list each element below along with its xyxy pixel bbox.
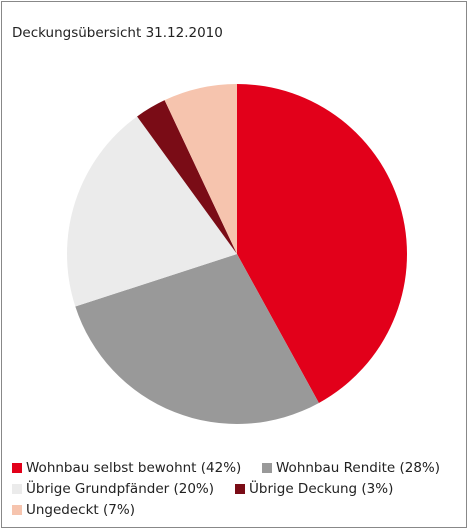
legend-swatch <box>262 463 272 473</box>
legend-label: Übrige Grundpfänder (20%) <box>26 479 214 497</box>
legend-label: Wohnbau Rendite (28%) <box>276 460 440 476</box>
legend-swatch <box>12 463 22 473</box>
legend-label: Ungedeckt (7%) <box>26 502 135 518</box>
chart-title: Deckungsübersicht 31.12.2010 <box>12 25 223 41</box>
pie-slice <box>66 116 237 307</box>
pie-slice <box>164 84 237 254</box>
pie-slice <box>137 100 237 254</box>
legend-label: Wohnbau selbst bewohnt (42%) <box>26 460 241 476</box>
pie-slice <box>237 84 408 403</box>
legend-swatch <box>235 484 245 494</box>
pie-slice <box>75 254 319 425</box>
legend-swatch <box>12 505 22 515</box>
legend-swatch <box>12 484 22 494</box>
legend-label: Übrige Deckung (3%) <box>249 479 393 497</box>
